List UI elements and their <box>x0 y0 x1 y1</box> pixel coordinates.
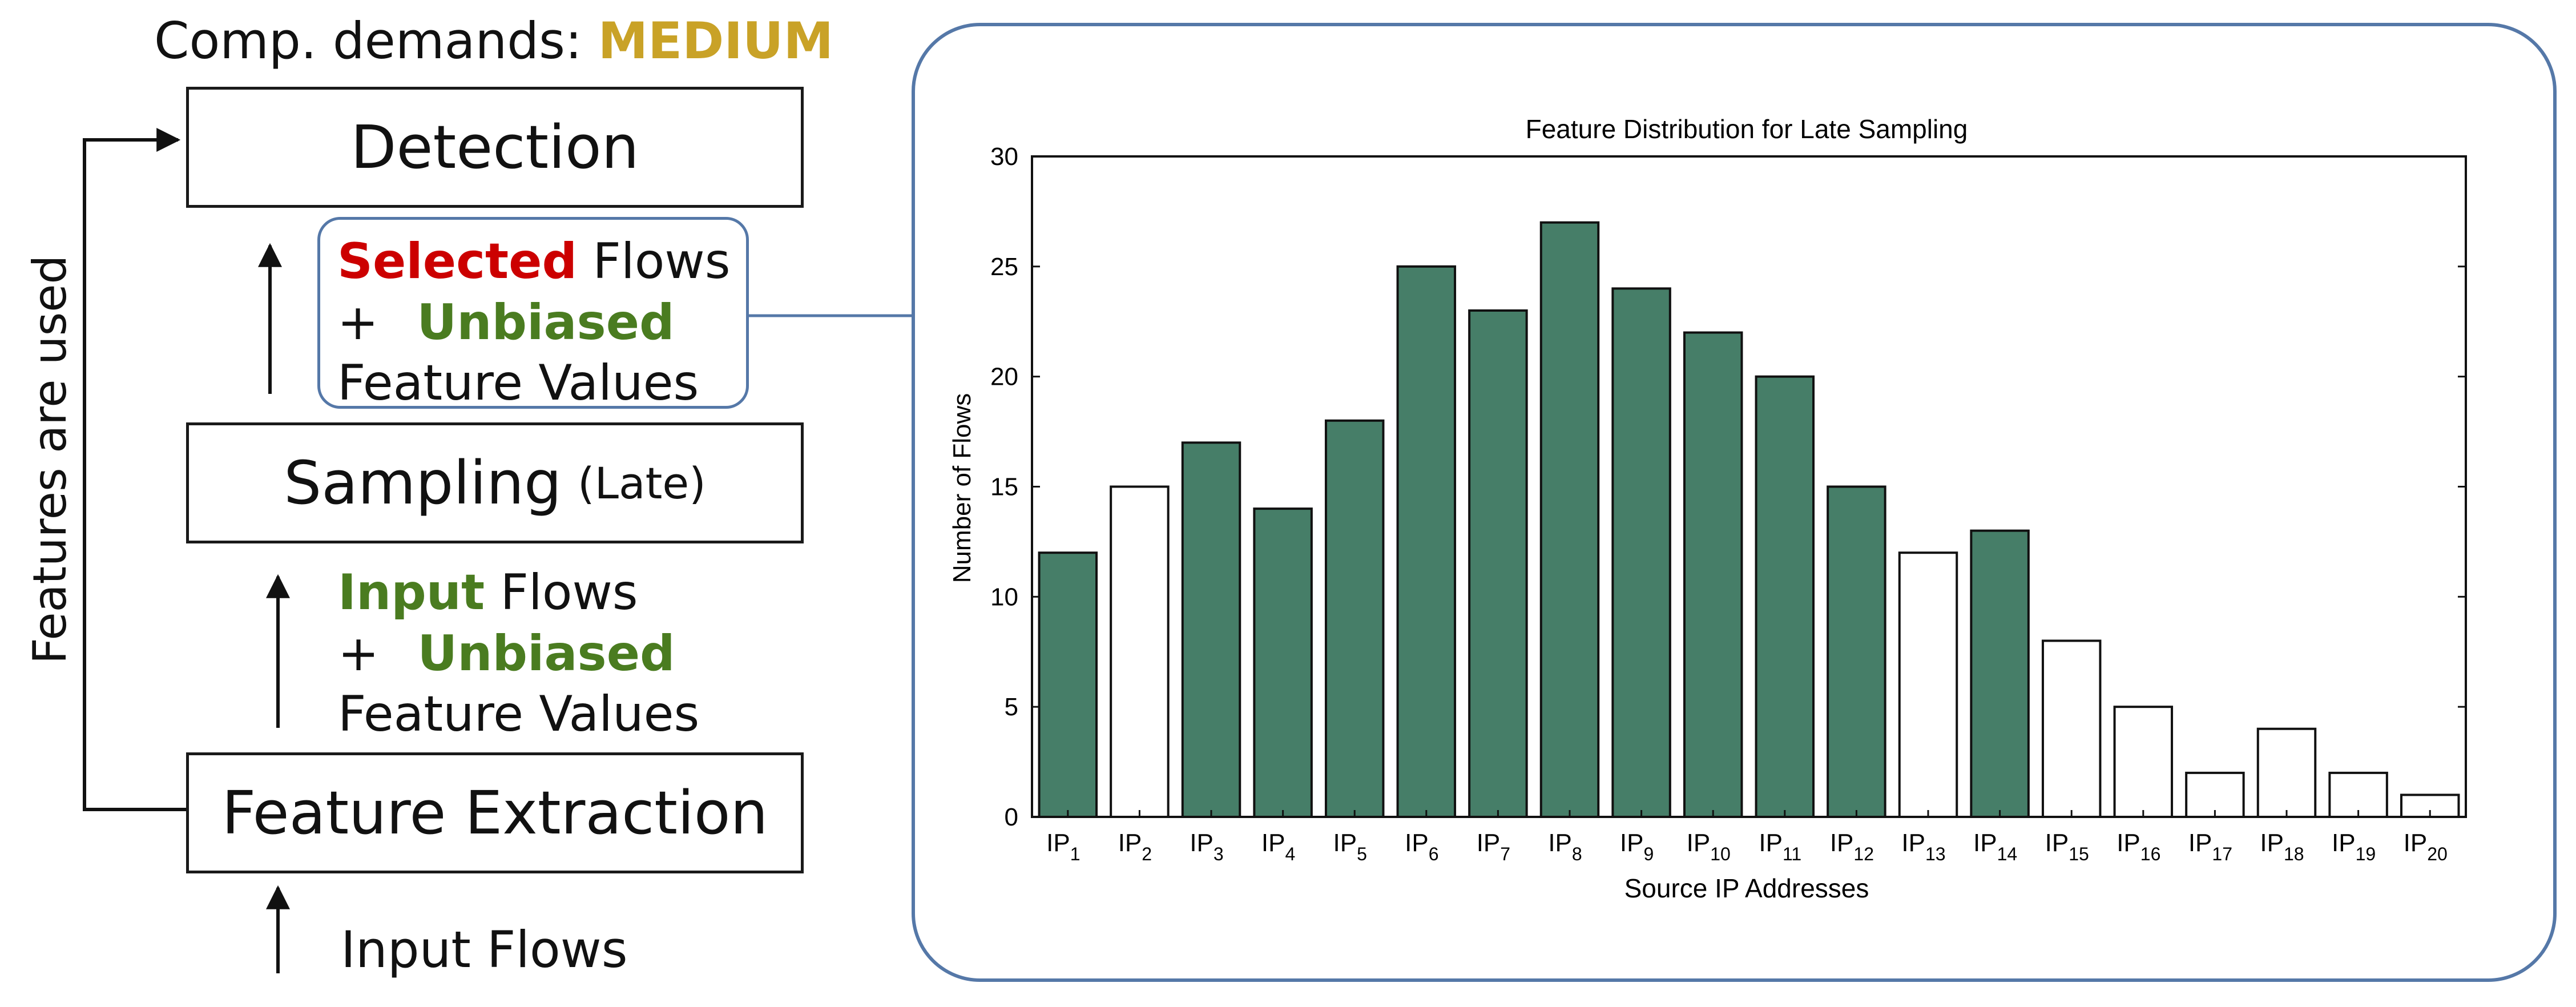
note-line-2: + Unbiased <box>337 292 731 353</box>
y-tick-label: 5 <box>1005 693 1018 721</box>
lower-note-line-3: Feature Values <box>338 686 700 743</box>
x-tick-label-ip-13: IP13 <box>1901 829 1945 864</box>
y-tick-label: 10 <box>990 583 1018 611</box>
x-tick-label-ip-1: IP1 <box>1046 829 1080 864</box>
bar-ip-18 <box>2256 727 2317 818</box>
y-axis-label: Number of Flows <box>948 393 976 583</box>
sampling-box: Sampling (Late) <box>186 422 804 543</box>
x-tick-label-ip-11: IP11 <box>1759 829 1801 864</box>
bar-ip-12 <box>1827 485 1886 818</box>
x-tick-label-ip-3: IP3 <box>1190 829 1223 864</box>
comp-demands-value: MEDIUM <box>598 11 834 70</box>
y-tick-label: 25 <box>990 253 1018 281</box>
feature-extraction-label: Feature Extraction <box>221 778 768 848</box>
bar-ip-3 <box>1181 441 1241 818</box>
x-tick-label-ip-8: IP8 <box>1548 829 1582 864</box>
bar-ip-6 <box>1396 265 1457 819</box>
x-tick-label-ip-12: IP12 <box>1830 829 1874 864</box>
detection-box: Detection <box>186 87 804 208</box>
feedback-loop-line <box>83 128 188 811</box>
unbiased-word: Unbiased <box>417 293 675 351</box>
comp-demands-heading: Comp. demands: MEDIUM <box>154 16 833 66</box>
sampling-label: Sampling <box>284 448 562 518</box>
bar-ip-1 <box>1038 551 1098 818</box>
bar-ip-16 <box>2113 706 2174 818</box>
x-tick-label-ip-4: IP4 <box>1261 829 1295 864</box>
x-tick-label-ip-15: IP15 <box>2045 829 2089 864</box>
bar-ip-8 <box>1539 221 1600 819</box>
y-tick-label: 15 <box>990 473 1018 501</box>
x-tick-label-ip-19: IP19 <box>2332 829 2376 864</box>
bar-ip-5 <box>1324 419 1385 818</box>
x-ticks: IP1 IP2 IP3 IP4 IP5 IP6 IP7 IP8 IP9 IP10 IP11 IP12 I… <box>1046 810 2448 864</box>
lower-unbiased-word: Unbiased <box>417 625 675 682</box>
x-tick-label-ip-5: IP5 <box>1333 829 1367 864</box>
input-word: Input <box>338 564 485 621</box>
lower-flows-word: Flows <box>500 564 638 621</box>
detection-label: Detection <box>350 112 639 182</box>
y-tick-label: 0 <box>1005 803 1018 831</box>
lower-plus-sign: + <box>338 625 380 682</box>
x-tick-label-ip-6: IP6 <box>1405 829 1438 864</box>
plot-frame <box>1031 155 2467 818</box>
bar-ip-14 <box>1970 529 2030 819</box>
comp-demands-label: Comp. demands: <box>154 11 582 70</box>
flows-word: Flows <box>592 233 731 290</box>
input-flows-note: Input Flows + Unbiased Feature Values <box>338 562 699 745</box>
note-line-3: Feature Values <box>337 355 699 412</box>
bar-ip-9 <box>1611 287 1671 818</box>
bar-ip-15 <box>2041 639 2102 818</box>
bar-ip-17 <box>2185 771 2245 819</box>
y-tick-label: 20 <box>990 363 1018 391</box>
bars <box>1038 221 2460 819</box>
lower-note-line-2: + Unbiased <box>338 623 699 684</box>
x-tick-label-ip-20: IP20 <box>2404 829 2448 864</box>
bar-ip-11 <box>1755 375 1815 818</box>
x-tick-label-ip-18: IP18 <box>2260 829 2304 864</box>
selected-word: Selected <box>337 233 578 290</box>
selected-flows-note: Selected Flows + Unbiased Feature Values <box>317 217 749 412</box>
note-line-1: Selected Flows <box>337 231 731 292</box>
input-flows-label: Input Flows <box>341 920 628 979</box>
x-tick-label-ip-14: IP14 <box>1973 829 2017 864</box>
lower-note-line-1: Input Flows <box>338 562 699 623</box>
x-tick-label-ip-10: IP10 <box>1687 829 1731 864</box>
chart-title: Feature Distribution for Late Sampling <box>1526 114 1968 144</box>
x-tick-label-ip-2: IP2 <box>1118 829 1152 864</box>
bar-ip-4 <box>1253 507 1313 818</box>
bar-ip-2 <box>1110 485 1170 818</box>
x-axis-label: Source IP Addresses <box>1624 873 1869 903</box>
x-tick-label-ip-7: IP7 <box>1477 829 1510 864</box>
sampling-mode: (Late) <box>578 457 706 509</box>
bar-ip-7 <box>1468 309 1528 818</box>
plus-sign: + <box>337 293 379 351</box>
bar-ip-13 <box>1898 551 1958 818</box>
y-tick-label: 30 <box>990 143 1018 171</box>
y-ticks: 0 5 10 15 20 25 30 <box>990 143 2466 831</box>
x-tick-label-ip-9: IP9 <box>1620 829 1654 864</box>
bar-ip-10 <box>1683 331 1743 818</box>
x-tick-label-ip-16: IP16 <box>2117 829 2160 864</box>
x-tick-label-ip-17: IP17 <box>2188 829 2232 864</box>
feature-extraction-box: Feature Extraction <box>186 752 804 873</box>
